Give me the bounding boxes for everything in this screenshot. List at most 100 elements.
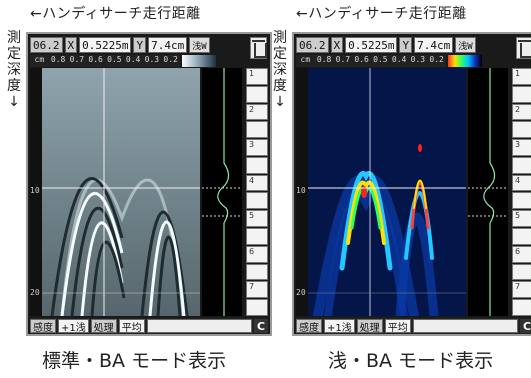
grayscale-colorbar: [182, 55, 216, 67]
side-label-right: 測 定 深 度 ↓: [272, 30, 288, 110]
channel-button[interactable]: 6: [512, 245, 531, 263]
channel-button[interactable]: 1: [246, 68, 268, 85]
scale-tick: 0.8: [316, 55, 332, 64]
channel-buttons: 1 2 3 4 5 6 7: [246, 68, 268, 316]
side-char: 度: [7, 78, 21, 94]
c-button[interactable]: C: [520, 319, 531, 333]
scale-tick: 0.7: [69, 55, 85, 64]
sensitivity-scale: cm 0.8 0.7 0.6 0.5 0.4 0.3 0.2: [296, 55, 446, 67]
header-bar: 06.2 X 0.5225m Y 7.4cm 浅W: [296, 36, 512, 54]
channel-button[interactable]: 4: [512, 174, 531, 192]
channel-button[interactable]: [512, 85, 531, 103]
top-caption-right: ←ハンディサーチ走行距離: [296, 6, 467, 22]
sensitivity-value[interactable]: +1浅: [58, 319, 89, 334]
channel-button[interactable]: 4: [246, 174, 268, 192]
footer-bar: 感度 +1浅 処理 平均 C: [296, 318, 531, 334]
scale-unit: cm: [34, 55, 45, 64]
footer-blank: [412, 319, 518, 333]
depth-tick: 10: [30, 186, 40, 195]
footer-bar: 感度 +1浅 処理 平均 C: [30, 318, 268, 334]
processing-label: 処理: [90, 319, 117, 334]
scale-tick: 0.5: [373, 55, 388, 64]
mode-badge[interactable]: 浅W: [455, 37, 476, 53]
channel-button[interactable]: [512, 228, 531, 245]
sensitivity-label: 感度: [30, 319, 56, 334]
channel-button[interactable]: [246, 192, 268, 210]
channel-button[interactable]: [246, 228, 268, 245]
depth-tick: 20: [30, 288, 40, 297]
side-char: ↓: [274, 94, 286, 110]
channel-button[interactable]: [512, 192, 531, 210]
colormap-colorbar: [448, 55, 482, 67]
footer-blank: [146, 319, 252, 333]
sensitivity-value[interactable]: +1浅: [324, 319, 355, 334]
mode-badge[interactable]: 浅W: [189, 37, 210, 53]
radar-scan-colormap: [308, 68, 466, 316]
trash-icon[interactable]: [250, 37, 267, 59]
channel-button[interactable]: 7: [246, 281, 268, 299]
code-field: 06.2: [296, 37, 329, 53]
channel-button[interactable]: 1: [512, 68, 531, 85]
channel-button[interactable]: [512, 263, 531, 281]
channel-button[interactable]: [246, 121, 268, 139]
channel-button[interactable]: [512, 156, 531, 174]
scale-tick: 0.2: [429, 55, 444, 64]
scale-tick: 0.3: [144, 55, 160, 64]
x-label: X: [330, 37, 344, 53]
channel-button[interactable]: 5: [246, 210, 268, 228]
channel-button[interactable]: 7: [512, 281, 531, 299]
channel-button[interactable]: [246, 299, 268, 316]
channel-button[interactable]: 5: [512, 210, 531, 228]
scale-tick: 0.5: [107, 55, 122, 64]
side-char: 測: [273, 30, 287, 46]
channel-button[interactable]: 3: [512, 139, 531, 156]
radar-scan-grayscale: [42, 68, 200, 316]
bottom-caption-left: 標準・BA モード表示: [42, 350, 227, 372]
y-value: 7.4cm: [148, 37, 188, 53]
x-value: 0.5225m: [79, 37, 132, 53]
channel-button[interactable]: [512, 299, 531, 316]
x-value: 0.5225m: [345, 37, 398, 53]
bottom-caption-right: 浅・BA モード表示: [328, 350, 494, 372]
scale-tick: 0.7: [335, 55, 351, 64]
processing-value[interactable]: 平均: [384, 319, 411, 334]
depth-ruler: 10 20: [30, 68, 42, 316]
x-label: X: [64, 37, 78, 53]
waveform-trace: [468, 68, 508, 316]
scale-tick: 0.2: [163, 55, 178, 64]
scale-unit: cm: [300, 55, 311, 64]
side-char: 度: [273, 78, 287, 94]
trash-icon[interactable]: [516, 37, 531, 59]
channel-button[interactable]: 3: [246, 139, 268, 156]
scale-tick: 0.6: [88, 55, 103, 64]
side-label-left: 測 定 深 度 ↓: [6, 30, 22, 110]
channel-button[interactable]: [246, 263, 268, 281]
y-label: Y: [399, 37, 413, 53]
channel-button[interactable]: [246, 156, 268, 174]
code-field: 06.2: [30, 37, 63, 53]
c-button[interactable]: C: [254, 319, 268, 333]
channel-button[interactable]: [512, 121, 531, 139]
sensitivity-label: 感度: [296, 319, 322, 334]
channel-button[interactable]: [246, 85, 268, 103]
device-screen-shallow: 06.2 X 0.5225m Y 7.4cm 浅W cm 0.8 0.7 0.6…: [292, 32, 531, 336]
scale-tick: 0.6: [354, 55, 369, 64]
y-label: Y: [133, 37, 147, 53]
side-char: 定: [273, 46, 287, 62]
depth-tick: 10: [296, 186, 306, 195]
side-char: ↓: [8, 94, 20, 110]
y-value: 7.4cm: [414, 37, 454, 53]
channel-button[interactable]: 6: [246, 245, 268, 263]
processing-value[interactable]: 平均: [118, 319, 145, 334]
scale-tick: 0.4: [125, 55, 141, 64]
side-char: 深: [273, 62, 287, 78]
side-char: 定: [7, 46, 21, 62]
scale-tick: 0.4: [391, 55, 407, 64]
side-char: 深: [7, 62, 21, 78]
scale-tick: 0.3: [410, 55, 426, 64]
channel-button[interactable]: 2: [246, 103, 268, 121]
channel-button[interactable]: 2: [512, 103, 531, 121]
sensitivity-scale: cm 0.8 0.7 0.6 0.5 0.4 0.3 0.2: [30, 55, 180, 67]
waveform-trace: [202, 68, 242, 316]
